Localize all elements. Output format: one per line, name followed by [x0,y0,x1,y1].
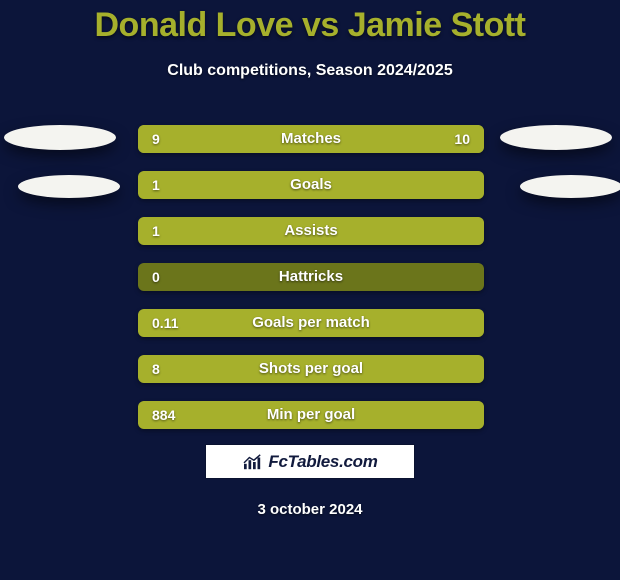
stat-label: Shots per goal [138,355,484,383]
player-photo-left-top [4,125,116,150]
stat-bar: 0.11Goals per match [138,309,484,337]
date-stamp: 3 october 2024 [0,501,620,518]
stat-label: Min per goal [138,401,484,429]
comparison-infographic: Donald Love vs Jamie Stott Club competit… [0,0,620,580]
stat-bar: 910Matches [138,125,484,153]
page-title: Donald Love vs Jamie Stott [0,6,620,45]
player-photo-left-bottom [18,175,120,198]
stat-label: Assists [138,217,484,245]
page-subtitle: Club competitions, Season 2024/2025 [0,62,620,80]
stat-label: Matches [138,125,484,153]
stat-bar: 0Hattricks [138,263,484,291]
logo-text: FcTables.com [268,452,377,472]
stat-label: Goals per match [138,309,484,337]
player-photo-right-top [500,125,612,150]
stat-label: Hattricks [138,263,484,291]
stat-bar: 8Shots per goal [138,355,484,383]
stat-bar: 1Goals [138,171,484,199]
player-photo-right-bottom [520,175,620,198]
stat-bar: 884Min per goal [138,401,484,429]
logo-box: FcTables.com [205,444,415,479]
chart-icon [242,453,264,471]
stat-label: Goals [138,171,484,199]
stat-bars: 910Matches 1Goals 1Assists 0Hattricks 0.11Go… [138,125,484,447]
stat-bar: 1Assists [138,217,484,245]
